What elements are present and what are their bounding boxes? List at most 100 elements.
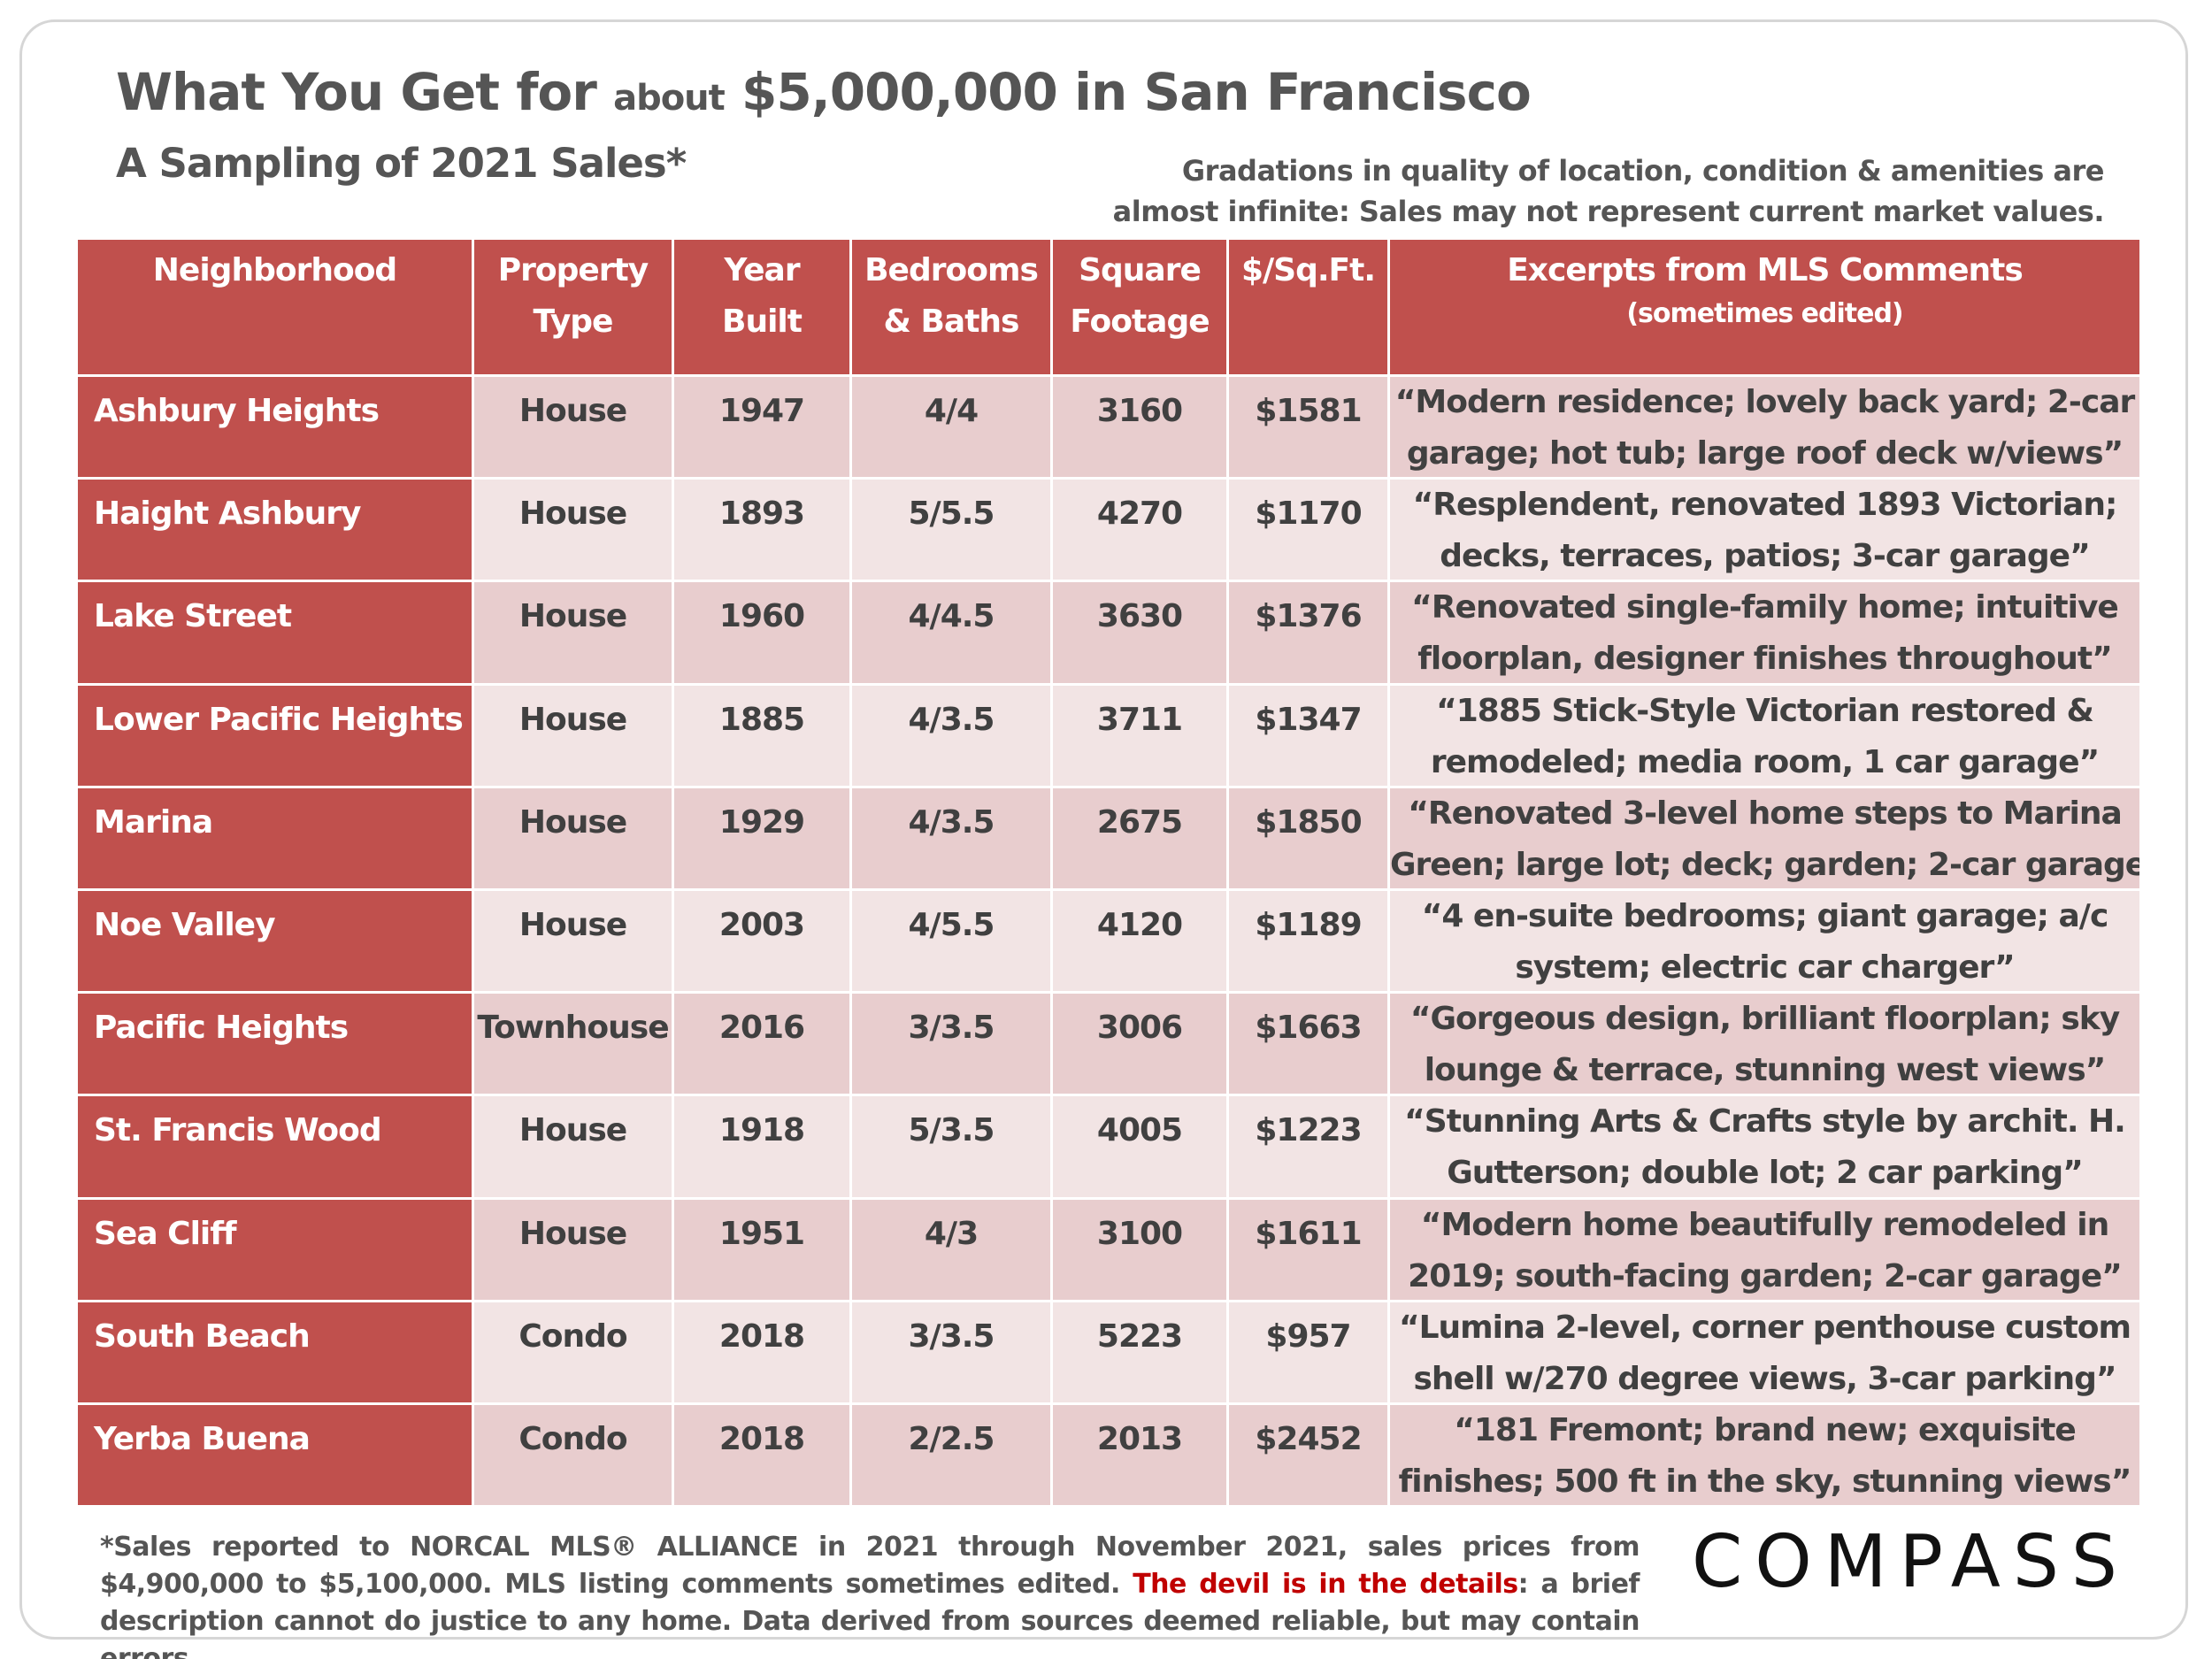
cell: 1893: [674, 480, 849, 580]
title-part: $5,000,000 in San Francisco: [741, 62, 1532, 122]
comment-line: “Renovated 3-level home steps to Marina: [1408, 795, 2123, 832]
cell: 2003: [674, 891, 849, 992]
cell: 2675: [1053, 787, 1226, 888]
cell: Townhouse: [474, 994, 672, 1094]
comment-line: “Modern residence; lovely back yard; 2-c…: [1394, 384, 2136, 420]
header-line: Excerpts from MLS Comments: [1507, 252, 2024, 288]
cell: $1663: [1229, 994, 1387, 1094]
cell: House: [474, 480, 672, 580]
footer: *Sales reported to NORCAL MLS® ALLIANCE …: [100, 1529, 1640, 1659]
header-line: Built: [722, 303, 803, 340]
cell: 4120: [1053, 891, 1226, 992]
comment-line: shell w/270 degree views, 3-car parking”: [1413, 1360, 2116, 1397]
cell: “Modern residence; lovely back yard; 2-c…: [1390, 377, 2139, 478]
row-header: Yerba Buena: [78, 1405, 472, 1506]
cell: 4/3.5: [852, 787, 1050, 888]
cell: House: [474, 685, 672, 786]
cell: $2452: [1229, 1405, 1387, 1506]
cell: House: [474, 377, 672, 478]
cell: 5223: [1053, 1302, 1226, 1402]
cell: House: [474, 891, 672, 992]
card: [19, 19, 2188, 1640]
header-line: Square: [1079, 252, 1202, 288]
cell: 5/3.5: [852, 1096, 1050, 1197]
cell: “4 en-suite bedrooms; giant garage; a/c s…: [1390, 891, 2139, 992]
header-note: (sometimes edited): [1626, 298, 1903, 329]
cell: 4005: [1053, 1096, 1226, 1197]
cell: $1347: [1229, 685, 1387, 786]
cell: 3/3.5: [852, 1302, 1050, 1402]
header-line: Type: [533, 303, 614, 340]
cell: $1189: [1229, 891, 1387, 992]
cell: 4/3: [852, 1199, 1050, 1300]
cell: Condo: [474, 1405, 672, 1506]
row-header: Ashbury Heights: [78, 377, 472, 478]
cell: 4/4.5: [852, 582, 1050, 683]
cell: “1885 Stick-Style Victorian restored & re…: [1390, 685, 2139, 786]
comment-line: Gutterson; double lot; 2 car parking”: [1447, 1155, 2084, 1192]
cell: “181 Fremont; brand new; exquisite finish…: [1390, 1405, 2139, 1506]
comment-line: “1885 Stick-Style Victorian restored &: [1436, 692, 2094, 729]
footer-text: *Sales reported to NORCAL MLS® ALLIANCE …: [100, 1532, 1640, 1600]
comment-line: “Lumina 2-level, corner penthouse custom: [1398, 1309, 2131, 1346]
cell: 1885: [674, 685, 849, 786]
cell: 4/4: [852, 377, 1050, 478]
header-cell: Square Footage: [1053, 240, 1226, 374]
cell: 4/5.5: [852, 891, 1050, 992]
cell: 3711: [1053, 685, 1226, 786]
cell: 3160: [1053, 377, 1226, 478]
comment-line: “4 en-suite bedrooms; giant garage; a/c: [1421, 898, 2109, 934]
row-header: Marina: [78, 787, 472, 888]
comment-line: garage; hot tub; large roof deck w/views…: [1406, 435, 2124, 472]
cell: 3/3.5: [852, 994, 1050, 1094]
header-line: Bedrooms: [864, 252, 1039, 288]
cell: 2018: [674, 1405, 849, 1506]
comment-line: “Resplendent, renovated 1893 Victorian;: [1412, 487, 2118, 524]
cell: 1951: [674, 1199, 849, 1300]
row-header: Pacific Heights: [78, 994, 472, 1094]
note-line: almost infinite: Sales may not represent…: [1112, 195, 2105, 228]
cell: 2013: [1053, 1405, 1226, 1506]
comment-line: floorplan, designer finishes throughout”: [1417, 641, 2113, 678]
cell: House: [474, 1096, 672, 1197]
cell: 1929: [674, 787, 849, 888]
cell: 1960: [674, 582, 849, 683]
cell: $1223: [1229, 1096, 1387, 1197]
header-line: Year: [724, 252, 800, 288]
header-cell: Neighborhood: [78, 240, 472, 374]
cell: “Modern home beautifully remodeled in 201…: [1390, 1199, 2139, 1300]
cell: $1170: [1229, 480, 1387, 580]
comment-line: “Stunning Arts & Crafts style by archit.…: [1404, 1103, 2126, 1141]
cell: Condo: [474, 1302, 672, 1402]
cell: “Lumina 2-level, corner penthouse custom…: [1390, 1302, 2139, 1402]
row-header: Haight Ashbury: [78, 480, 472, 580]
cell: 2016: [674, 994, 849, 1094]
cell: 5/5.5: [852, 480, 1050, 580]
header-line: Neighborhood: [152, 252, 397, 288]
comment-line: “Gorgeous design, brilliant floorplan; s…: [1409, 1001, 2120, 1038]
note-line: Gradations in quality of location, condi…: [1181, 154, 2105, 188]
comment-line: remodeled; media room, 1 car garage”: [1430, 743, 2100, 780]
subtitle: A Sampling of 2021 Sales*: [116, 140, 687, 187]
cell: 2/2.5: [852, 1405, 1050, 1506]
cell: 2018: [674, 1302, 849, 1402]
comment-line: “181 Fremont; brand new; exquisite: [1454, 1412, 2077, 1448]
cell: $1850: [1229, 787, 1387, 888]
title-part: What You Get for: [116, 62, 597, 122]
comment-line: 2019; south-facing garden; 2-car garage”: [1408, 1257, 2123, 1294]
row-header: Sea Cliff: [78, 1199, 472, 1300]
cell: House: [474, 1199, 672, 1300]
cell: “Stunning Arts & Crafts style by archit.…: [1390, 1096, 2139, 1197]
cell: 3630: [1053, 582, 1226, 683]
footer-highlight: The devil is in the details: [1133, 1569, 1518, 1600]
header-cell: Property Type: [474, 240, 672, 374]
header-cell: $/Sq.Ft.: [1229, 240, 1387, 374]
row-header: South Beach: [78, 1302, 472, 1402]
comment-line: lounge & terrace, stunning west views”: [1424, 1052, 2107, 1089]
row-header: St. Francis Wood: [78, 1096, 472, 1197]
header-cell: Year Built: [674, 240, 849, 374]
comment-line: Green; large lot; deck; garden; 2-car ga…: [1390, 846, 2139, 883]
footer-text: : a brief description cannot do justice …: [100, 1569, 1640, 1659]
comment-line: system; electric car charger”: [1515, 949, 2015, 986]
